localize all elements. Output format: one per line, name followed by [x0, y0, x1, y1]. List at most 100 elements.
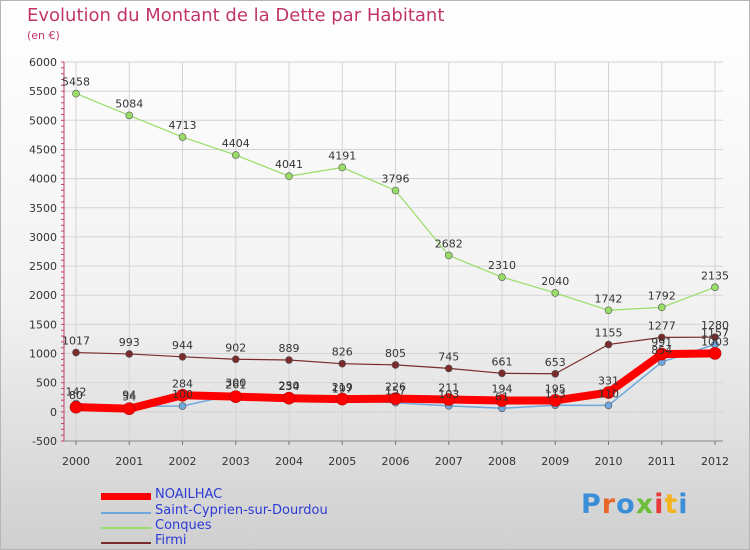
data-point-0 [69, 400, 83, 414]
data-point-2 [178, 133, 187, 141]
data-point-0 [495, 394, 509, 407]
data-label-3: 993 [119, 336, 140, 349]
data-point-2 [338, 163, 347, 172]
data-label-1: 113 [545, 387, 566, 400]
proxiti-logo: Proxiti [581, 489, 689, 520]
x-tick-label: 2007 [435, 455, 463, 468]
chart-subtitle: (en €) [27, 29, 60, 42]
data-label-1: 250 [279, 379, 300, 392]
data-point-2 [498, 273, 506, 281]
y-tick-label: -500 [32, 435, 57, 448]
data-label-0: 284 [172, 377, 193, 390]
data-label-3: 889 [279, 342, 300, 355]
data-point-0 [602, 386, 615, 399]
data-label-0: 331 [598, 375, 619, 388]
data-point-0 [655, 347, 669, 361]
data-point-2 [72, 89, 80, 98]
data-label-2: 2310 [488, 259, 516, 272]
x-tick-label: 2003 [222, 455, 250, 468]
data-label-3: 902 [225, 341, 246, 354]
data-point-3 [391, 361, 400, 369]
data-point-2 [125, 111, 134, 120]
data-point-1 [604, 401, 613, 410]
data-label-3: 745 [438, 350, 459, 363]
x-tick-label: 2012 [701, 455, 729, 468]
data-label-1: 1157 [701, 326, 729, 339]
y-tick-label: 6000 [29, 56, 57, 69]
data-label-0: 991 [651, 336, 672, 349]
data-point-0 [282, 391, 296, 405]
data-point-3 [125, 350, 134, 358]
y-tick-label: 1500 [29, 318, 57, 331]
data-label-1: 300 [225, 376, 246, 389]
data-label-0: 211 [438, 382, 459, 395]
data-point-3 [72, 348, 80, 357]
legend-swatch-firmi [101, 542, 151, 544]
y-tick-label: 2500 [29, 260, 57, 273]
y-tick-label: 3000 [29, 231, 57, 244]
data-label-0: 54 [122, 391, 136, 404]
data-label-1: 100 [172, 388, 193, 401]
data-point-2 [711, 283, 719, 292]
x-tick-label: 2010 [595, 455, 623, 468]
data-label-3: 944 [172, 339, 193, 352]
data-point-3 [498, 369, 506, 378]
data-label-1: 103 [438, 388, 459, 401]
data-label-1: 142 [66, 386, 87, 399]
data-label-0: 194 [492, 383, 513, 396]
legend-label-conques: Conques [155, 518, 212, 533]
data-label-2: 2682 [435, 237, 463, 250]
x-tick-label: 2008 [488, 455, 516, 468]
x-tick-label: 2004 [275, 455, 303, 468]
data-point-0 [708, 347, 722, 360]
x-tick-label: 2002 [169, 455, 197, 468]
legend-label-firmi: Firmi [155, 533, 187, 548]
data-label-3: 1280 [701, 319, 729, 332]
x-tick-label: 2011 [648, 455, 676, 468]
data-label-1: 157 [385, 385, 406, 398]
data-label-0: 195 [545, 382, 566, 395]
data-point-1 [178, 402, 187, 410]
data-label-2: 5458 [62, 76, 90, 89]
data-label-3: 1155 [595, 327, 623, 340]
data-label-2: 2040 [541, 275, 569, 288]
data-point-0 [229, 390, 243, 403]
data-label-3: 1277 [648, 319, 676, 332]
data-point-3 [657, 333, 666, 342]
data-point-3 [285, 356, 293, 364]
data-point-3 [231, 355, 240, 364]
data-label-3: 653 [545, 356, 566, 369]
data-point-2 [657, 303, 666, 312]
data-point-2 [231, 151, 240, 159]
x-tick-label: 2001 [115, 455, 143, 468]
data-point-0 [335, 392, 349, 406]
data-label-0: 261 [225, 379, 246, 392]
x-tick-label: 2000 [62, 455, 90, 468]
data-label-2: 4713 [169, 119, 197, 132]
data-label-1: 110 [598, 387, 619, 400]
y-tick-label: 3500 [29, 202, 57, 215]
data-point-3 [338, 359, 347, 368]
data-label-2: 3796 [382, 173, 410, 186]
data-label-1: 854 [651, 344, 672, 357]
y-tick-label: 1000 [29, 348, 57, 361]
data-label-3: 805 [385, 347, 406, 360]
data-point-2 [604, 306, 613, 315]
data-label-0: 219 [332, 381, 353, 394]
data-point-3 [604, 340, 613, 349]
data-point-2 [285, 172, 293, 181]
legend-swatch-saint-cyprien [101, 512, 151, 514]
data-point-0 [122, 402, 136, 415]
chart-title: Evolution du Montant de la Dette par Hab… [27, 5, 445, 26]
y-tick-label: 500 [36, 377, 57, 390]
data-label-0: 226 [385, 381, 406, 394]
data-label-0: 80 [69, 389, 83, 402]
data-label-2: 4041 [275, 158, 303, 171]
data-label-1: 197 [332, 382, 353, 395]
x-tick-label: 2005 [328, 455, 356, 468]
data-point-3 [551, 369, 560, 378]
y-tick-label: 2000 [29, 289, 57, 302]
data-point-3 [178, 353, 187, 361]
